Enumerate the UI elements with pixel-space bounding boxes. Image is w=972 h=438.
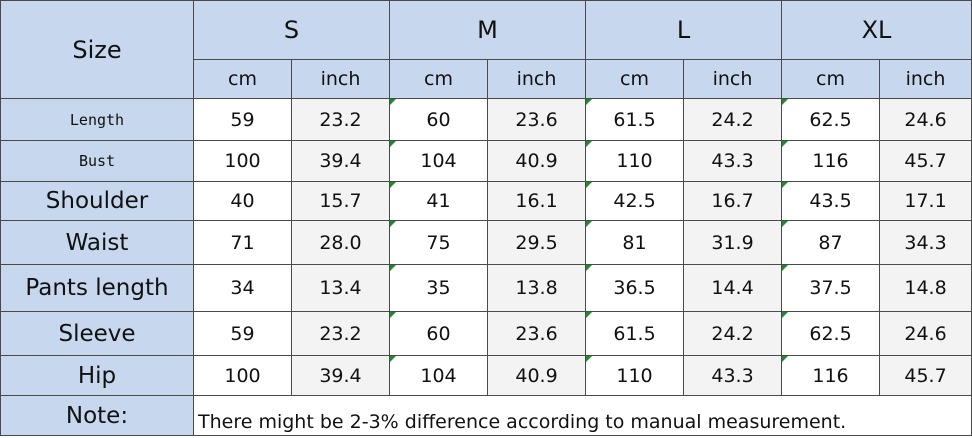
value-cell: 24.2 (683, 98, 783, 141)
value-cell: 23.2 (290, 311, 391, 356)
table-row: Hip 100 39.4 104 40.9 110 43.3 116 45.7 (0, 355, 972, 396)
value-cell: 60 (389, 98, 489, 141)
value-cell: 61.5 (585, 311, 685, 356)
value-cell: 100 (193, 140, 292, 182)
size-s-header: S (192, 0, 391, 60)
value-cell: 59 (193, 98, 292, 141)
value-cell: 110 (585, 140, 685, 182)
value-cell: 23.2 (290, 98, 391, 141)
size-label: Size (0, 0, 194, 99)
value-cell: 35 (389, 264, 489, 312)
value-cell: 43.3 (683, 355, 783, 396)
note-text: There might be 2-3% difference according… (192, 395, 972, 436)
size-l-header: L (585, 0, 783, 60)
value-cell: 24.2 (683, 311, 783, 356)
value-cell: 39.4 (290, 355, 391, 396)
value-cell: 40.9 (487, 140, 587, 182)
value-cell: 28.0 (290, 220, 391, 265)
value-cell: 15.7 (290, 181, 391, 221)
unit-inch: inch (487, 59, 587, 99)
table-row: Shoulder 40 15.7 41 16.1 42.5 16.7 43.5 … (0, 181, 972, 221)
row-label-hip: Hip (0, 355, 194, 396)
value-cell: 41 (389, 181, 489, 221)
value-cell: 61.5 (585, 98, 685, 141)
row-label-bust: Bust (0, 140, 194, 182)
size-m-header: M (389, 0, 587, 60)
row-label-length: Length (0, 98, 194, 141)
table-row: Pants length 34 13.4 35 13.8 36.5 14.4 3… (0, 264, 972, 312)
value-cell: 81 (585, 220, 685, 265)
row-label-sleeve: Sleeve (0, 311, 194, 356)
value-cell: 87 (781, 220, 881, 265)
value-cell: 71 (193, 220, 292, 265)
value-cell: 45.7 (879, 355, 972, 396)
value-cell: 45.7 (879, 140, 972, 182)
value-cell: 36.5 (585, 264, 685, 312)
value-cell: 104 (389, 355, 489, 396)
value-cell: 110 (585, 355, 685, 396)
value-cell: 43.5 (781, 181, 881, 221)
unit-inch: inch (683, 59, 783, 99)
value-cell: 37.5 (781, 264, 881, 312)
value-cell: 116 (781, 355, 881, 396)
unit-header-row: cm inch cm inch cm inch cm inch (1, 59, 972, 99)
table-row: Length 59 23.2 60 23.6 61.5 24.2 62.5 24… (0, 98, 972, 141)
value-cell: 34 (193, 264, 292, 312)
value-cell: 116 (781, 140, 881, 182)
value-cell: 13.8 (487, 264, 587, 312)
value-cell: 16.1 (487, 181, 587, 221)
value-cell: 104 (389, 140, 489, 182)
value-cell: 39.4 (290, 140, 391, 182)
value-cell: 24.6 (879, 311, 972, 356)
unit-inch: inch (290, 59, 391, 99)
note-row: Note: There might be 2-3% difference acc… (0, 395, 972, 436)
size-xl-header: XL (781, 0, 972, 60)
unit-inch: inch (879, 59, 972, 99)
unit-cm: cm (193, 59, 292, 99)
value-cell: 75 (389, 220, 489, 265)
value-cell: 13.4 (290, 264, 391, 312)
row-label-shoulder: Shoulder (0, 181, 194, 221)
value-cell: 43.3 (683, 140, 783, 182)
value-cell: 62.5 (781, 98, 881, 141)
value-cell: 23.6 (487, 98, 587, 141)
value-cell: 14.4 (683, 264, 783, 312)
value-cell: 59 (193, 311, 292, 356)
size-header-row: Size S M L XL (0, 0, 972, 99)
unit-cm: cm (389, 59, 489, 99)
unit-cm: cm (585, 59, 685, 99)
value-cell: 17.1 (879, 181, 972, 221)
row-label-waist: Waist (0, 220, 194, 265)
value-cell: 16.7 (683, 181, 783, 221)
table-row: Waist 71 28.0 75 29.5 81 31.9 87 34.3 (0, 220, 972, 265)
value-cell: 100 (193, 355, 292, 396)
value-cell: 23.6 (487, 311, 587, 356)
value-cell: 62.5 (781, 311, 881, 356)
value-cell: 34.3 (879, 220, 972, 265)
unit-cm: cm (781, 59, 881, 99)
value-cell: 40.9 (487, 355, 587, 396)
table-row: Bust 100 39.4 104 40.9 110 43.3 116 45.7 (0, 140, 972, 182)
value-cell: 40 (193, 181, 292, 221)
value-cell: 24.6 (879, 98, 972, 141)
table-row: Sleeve 59 23.2 60 23.6 61.5 24.2 62.5 24… (0, 311, 972, 356)
value-cell: 29.5 (487, 220, 587, 265)
value-cell: 42.5 (585, 181, 685, 221)
value-cell: 60 (389, 311, 489, 356)
value-cell: 14.8 (879, 264, 972, 312)
value-cell: 31.9 (683, 220, 783, 265)
row-label-pants-length: Pants length (0, 264, 194, 312)
note-label: Note: (0, 395, 194, 436)
